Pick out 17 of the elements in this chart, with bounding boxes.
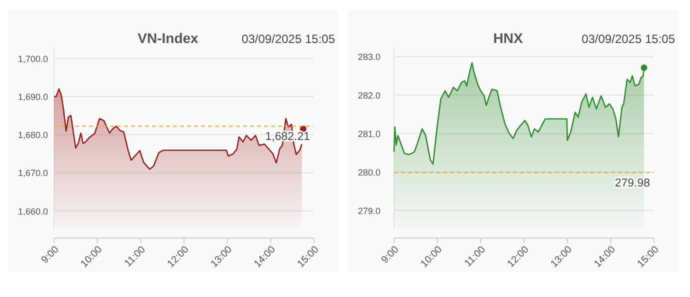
y-tick-label: 280.0 xyxy=(358,167,381,178)
text: 03/09/2025 15:05 xyxy=(242,32,336,46)
y-tick-label: 1,660.0 xyxy=(18,206,48,216)
text: 03/09/2025 15:05 xyxy=(582,32,676,46)
x-tick-label: 9:00 xyxy=(380,244,402,266)
y-tick-label: 1,680.0 xyxy=(18,130,48,140)
x-tick-label: 9:00 xyxy=(40,244,62,266)
y-tick-label: 283.0 xyxy=(358,52,381,62)
y-tick-label: 1,670.0 xyxy=(18,168,48,178)
y-tick-label: 279.0 xyxy=(358,206,381,216)
chart-title: HNX xyxy=(493,30,524,46)
y-tick-label: 1,690.0 xyxy=(18,92,48,102)
y-tick-label: 282.0 xyxy=(358,90,381,101)
y-tick-label: 1,700.0 xyxy=(18,54,48,64)
chart-title: VN-Index xyxy=(138,30,199,46)
ref-line-label: 279.98 xyxy=(614,178,650,190)
y-tick-label: 281.0 xyxy=(358,128,381,139)
